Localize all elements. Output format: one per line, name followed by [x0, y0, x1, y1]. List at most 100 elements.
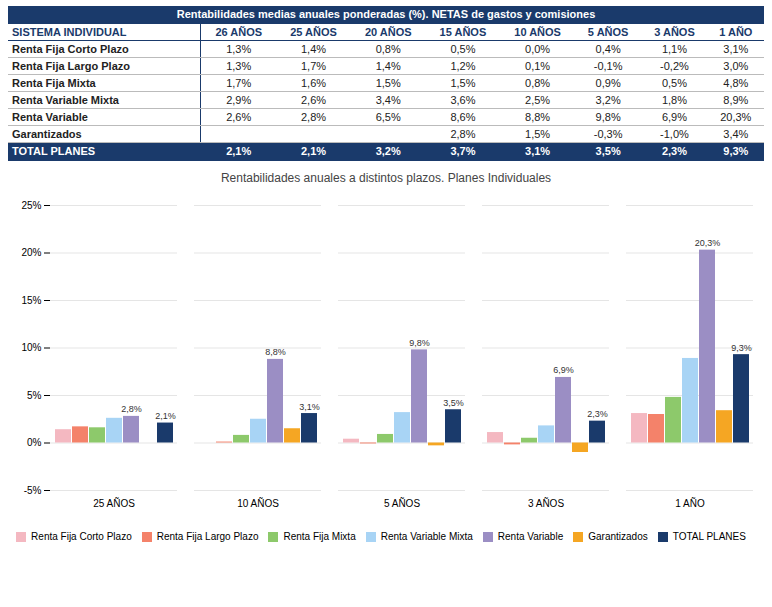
- html-text:1,6%: 1,6%: [301, 77, 326, 89]
- html-text:2,1%: 2,1%: [301, 145, 326, 157]
- html-text:15 AÑOS: 15 AÑOS: [439, 26, 487, 38]
- html-text:2,8%: 2,8%: [450, 128, 476, 140]
- html-text:1,8%: 1,8%: [661, 94, 687, 106]
- html-text:0,8%: 0,8%: [375, 43, 401, 55]
- svg-text:10 AÑOS: 10 AÑOS: [237, 497, 279, 509]
- html-text:1,2%: 1,2%: [450, 60, 476, 72]
- html-text:-0,3%: -0,3%: [593, 128, 623, 140]
- html-text:1 AÑO: 1 AÑO: [719, 26, 753, 38]
- html-text:2,6%: 2,6%: [301, 94, 326, 106]
- svg-text:3 AÑOS: 3 AÑOS: [528, 497, 564, 509]
- svg-text:2,1%: 2,1%: [155, 411, 176, 421]
- html-text:-1,0%: -1,0%: [660, 128, 689, 140]
- html-text:6,9%: 6,9%: [661, 111, 687, 123]
- html-text:Rentabilidades medias anuales: Rentabilidades medias anuales ponderadas…: [176, 8, 596, 20]
- html-text:3,5%: 3,5%: [595, 145, 621, 157]
- svg-text:25%: 25%: [21, 200, 41, 211]
- html-text:3,4%: 3,4%: [375, 94, 401, 106]
- html-text:Renta Fija Corto Plazo: Renta Fija Corto Plazo: [31, 531, 132, 542]
- html-text:1,4%: 1,4%: [375, 60, 401, 72]
- svg-text:3,5%: 3,5%: [443, 398, 464, 408]
- html-text:5 AÑOS: 5 AÑOS: [587, 26, 629, 38]
- html-text:9,3%: 9,3%: [723, 145, 749, 157]
- html-text:2,1%: 2,1%: [226, 145, 252, 157]
- html-text:Renta Fija Corto Plazo: Renta Fija Corto Plazo: [12, 43, 129, 55]
- svg-text:6,9%: 6,9%: [553, 365, 574, 375]
- svg-text:5 AÑOS: 5 AÑOS: [384, 497, 420, 509]
- html-text:2,3%: 2,3%: [661, 145, 687, 157]
- html-text:25 AÑOS: 25 AÑOS: [290, 26, 337, 38]
- html-text:Renta Fija Largo Plazo: Renta Fija Largo Plazo: [156, 531, 259, 542]
- html-text:0,1%: 0,1%: [525, 60, 551, 72]
- html-text:0,5%: 0,5%: [661, 77, 687, 89]
- svg-text:20,3%: 20,3%: [695, 238, 721, 248]
- html-text:Renta Fija Mixta: Renta Fija Mixta: [12, 77, 96, 89]
- svg-text:2,8%: 2,8%: [121, 404, 142, 414]
- html-text:-0,1%: -0,1%: [593, 60, 623, 72]
- svg-text:8,8%: 8,8%: [265, 347, 286, 357]
- html-text:TOTAL PLANES: TOTAL PLANES: [12, 145, 96, 157]
- html-text:8,8%: 8,8%: [525, 111, 551, 123]
- svg-text:10%: 10%: [21, 342, 41, 353]
- html-text:Renta Variable Mixta: Renta Variable Mixta: [12, 94, 119, 106]
- svg-text:3,1%: 3,1%: [299, 402, 320, 412]
- html-text:Garantizados: Garantizados: [588, 531, 648, 542]
- html-text:Renta Variable Mixta: Renta Variable Mixta: [380, 531, 473, 542]
- html-text:10 AÑOS: 10 AÑOS: [514, 26, 561, 38]
- html-text:20,3%: 20,3%: [720, 111, 752, 123]
- html-text:Rentabilidades anuales a disti: Rentabilidades anuales a distintos plazo…: [220, 171, 552, 185]
- html-text:6,5%: 6,5%: [375, 111, 401, 123]
- html-text:2,8%: 2,8%: [301, 111, 326, 123]
- html-text:1,5%: 1,5%: [450, 77, 476, 89]
- html-text:2,5%: 2,5%: [525, 94, 551, 106]
- svg-text:1 AÑO: 1 AÑO: [675, 497, 705, 509]
- html-text:3,1%: 3,1%: [723, 43, 749, 55]
- html-text:Garantizados: Garantizados: [12, 128, 82, 140]
- html-text:0,5%: 0,5%: [450, 43, 476, 55]
- html-text:1,7%: 1,7%: [301, 60, 326, 72]
- html-text:8,6%: 8,6%: [450, 111, 476, 123]
- svg-text:2,3%: 2,3%: [587, 409, 608, 419]
- html-text:3,6%: 3,6%: [450, 94, 476, 106]
- html-text:1,3%: 1,3%: [226, 43, 252, 55]
- html-text:1,4%: 1,4%: [301, 43, 326, 55]
- html-text:3,1%: 3,1%: [525, 145, 551, 157]
- svg-text:20%: 20%: [21, 247, 41, 258]
- html-text:0,8%: 0,8%: [525, 77, 551, 89]
- html-text:2,9%: 2,9%: [226, 94, 252, 106]
- html-text:Renta Variable: Renta Variable: [12, 111, 88, 123]
- svg-text:15%: 15%: [21, 295, 41, 306]
- html-text:1,1%: 1,1%: [661, 43, 687, 55]
- html-text:1,3%: 1,3%: [226, 60, 252, 72]
- html-text:3 AÑOS: 3 AÑOS: [654, 26, 695, 38]
- html-text:3,0%: 3,0%: [723, 60, 749, 72]
- html-text:0,4%: 0,4%: [595, 43, 621, 55]
- html-text:3,2%: 3,2%: [375, 145, 401, 157]
- html-text:Renta Fija Mixta: Renta Fija Mixta: [283, 531, 356, 542]
- html-text:20 AÑOS: 20 AÑOS: [364, 26, 412, 38]
- html-text:8,9%: 8,9%: [723, 94, 749, 106]
- html-text:26 AÑOS: 26 AÑOS: [215, 26, 262, 38]
- svg-text:25 AÑOS: 25 AÑOS: [93, 497, 135, 509]
- svg-text:5%: 5%: [27, 390, 42, 401]
- html-text:SISTEMA INDIVIDUAL: SISTEMA INDIVIDUAL: [12, 26, 127, 38]
- html-text:0,9%: 0,9%: [595, 77, 621, 89]
- svg-text:-5%: -5%: [24, 485, 42, 496]
- html-text:1,5%: 1,5%: [375, 77, 401, 89]
- html-text:3,7%: 3,7%: [450, 145, 476, 157]
- svg-text:9,3%: 9,3%: [731, 343, 752, 353]
- html-text:4,8%: 4,8%: [723, 77, 749, 89]
- html-text:-0,2%: -0,2%: [660, 60, 689, 72]
- html-text:3,4%: 3,4%: [723, 128, 749, 140]
- html-text:1,7%: 1,7%: [226, 77, 252, 89]
- html-text:TOTAL PLANES: TOTAL PLANES: [672, 531, 746, 542]
- html-text:0,0%: 0,0%: [525, 43, 551, 55]
- svg-text:0%: 0%: [27, 437, 42, 448]
- html-text:2,6%: 2,6%: [226, 111, 252, 123]
- html-text:3,2%: 3,2%: [595, 94, 621, 106]
- svg-text:9,8%: 9,8%: [409, 338, 430, 348]
- html-text:Renta Fija Largo Plazo: Renta Fija Largo Plazo: [12, 60, 130, 72]
- html-text:1,5%: 1,5%: [525, 128, 551, 140]
- html-text:9,8%: 9,8%: [595, 111, 621, 123]
- html-text:Renta Variable: Renta Variable: [497, 531, 564, 542]
